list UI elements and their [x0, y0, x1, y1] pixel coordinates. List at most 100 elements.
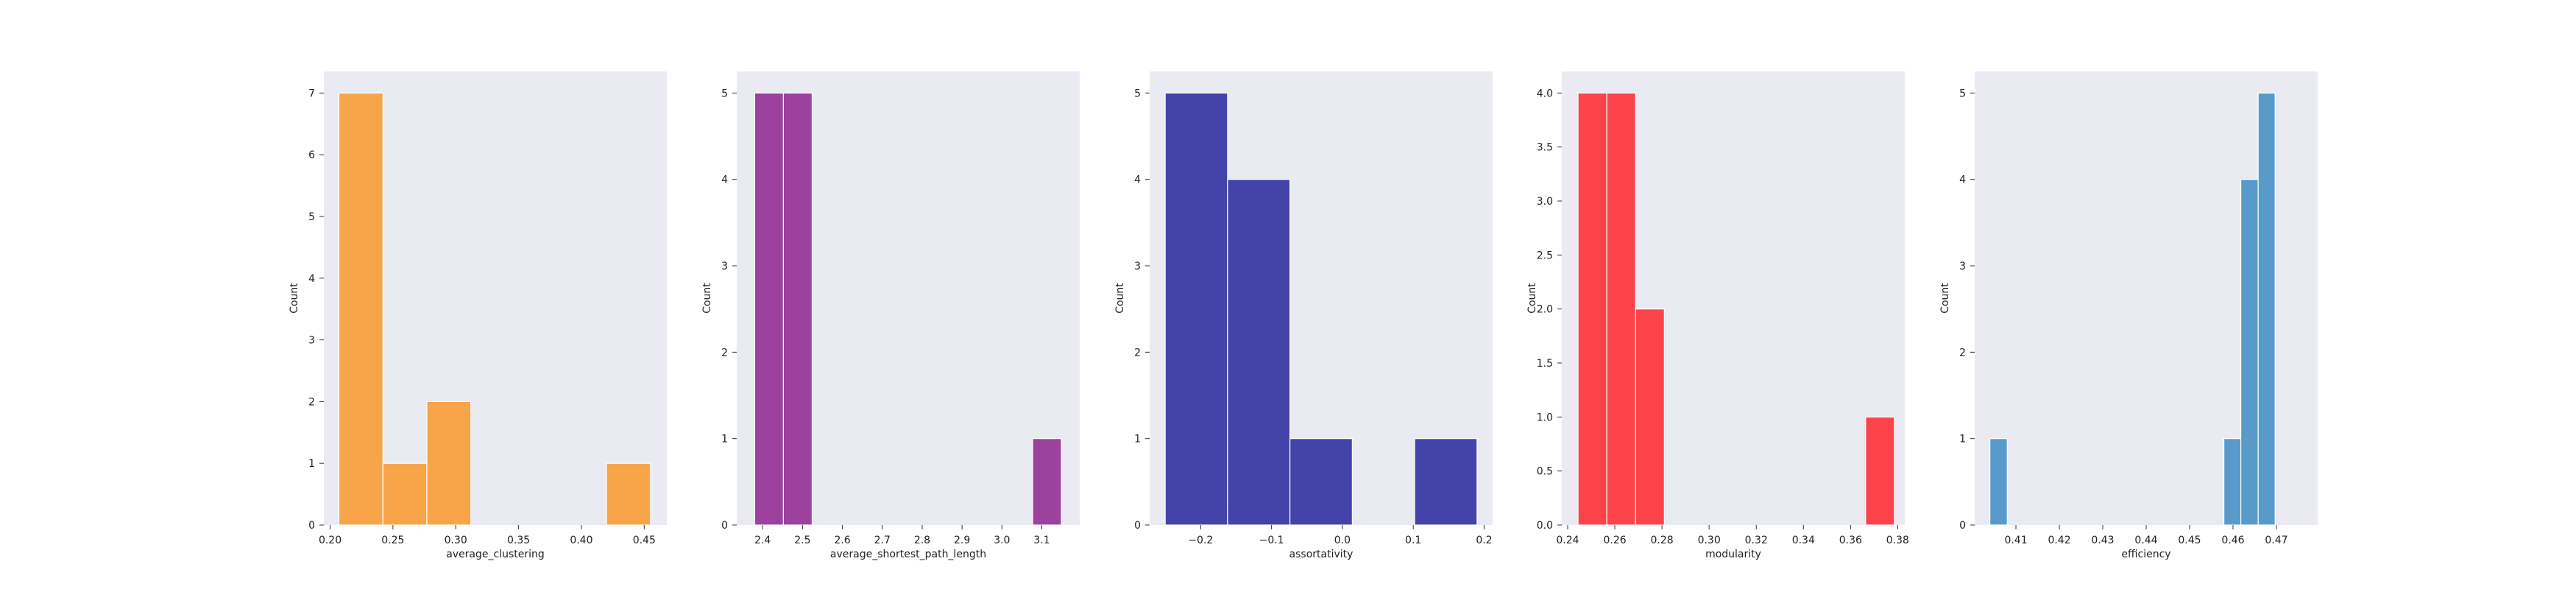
x-tick-label: 0.1 — [1405, 535, 1421, 546]
y-tick-label: 1.5 — [1537, 358, 1553, 370]
histogram-bar — [1606, 92, 1636, 526]
subplot-2: 2.4 2.5 2.6 2.7 2.8 2.9 3.0 3.1 0 1 2 3 4 5 average_sh… — [701, 71, 1080, 560]
y-axis-label: Count — [1939, 283, 1951, 314]
y-tick-label: 6 — [308, 149, 315, 161]
x-tick-label: 2.5 — [794, 535, 810, 546]
y-axis-label: Count — [1114, 283, 1126, 314]
x-axis-label: average_shortest_path_length — [830, 549, 986, 560]
y-tick-label: 0.0 — [1537, 520, 1553, 532]
x-tick-label: 0.0 — [1334, 535, 1351, 546]
histogram-bar — [1227, 179, 1291, 526]
x-tick-label: 0.44 — [2134, 535, 2157, 546]
x-tick-label: 0.2 — [1476, 535, 1492, 546]
y-tick-label: 4 — [721, 175, 728, 186]
histogram-bar — [2223, 438, 2242, 526]
x-tick-label: 2.9 — [954, 535, 970, 546]
histogram-bar — [1289, 438, 1353, 526]
y-tick-label: 5 — [1959, 88, 1966, 99]
x-tick-label: 3.1 — [1033, 535, 1050, 546]
y-tick-label: 2.5 — [1537, 250, 1553, 261]
x-axis-label: modularity — [1705, 549, 1761, 560]
y-tick-label: 4 — [308, 273, 315, 285]
y-tick-label: 1 — [1959, 434, 1966, 445]
x-tick-label: 0.28 — [1651, 535, 1674, 546]
y-tick-label: 4 — [1134, 175, 1141, 186]
x-tick-label: 0.43 — [2091, 535, 2114, 546]
subplot-5: 0.41 0.42 0.43 0.44 0.45 0.46 0.47 0 1 2 3 4 5 effici… — [1939, 71, 2318, 560]
y-tick-label: 3.0 — [1537, 196, 1553, 208]
x-tick-label: −0.1 — [1259, 535, 1284, 546]
histogram-bar — [382, 462, 428, 526]
histogram-bar — [1635, 309, 1665, 526]
x-tick-label: 0.42 — [2048, 535, 2070, 546]
y-tick-label: 0 — [1959, 520, 1966, 532]
histogram-bar — [426, 401, 472, 526]
x-tick-label: 2.8 — [914, 535, 930, 546]
y-tick-label: 0 — [721, 520, 728, 532]
x-tick-label: 0.46 — [2221, 535, 2244, 546]
x-tick-label: 0.45 — [2178, 535, 2201, 546]
x-tick-label: 0.47 — [2265, 535, 2287, 546]
y-axis-label: Count — [701, 283, 713, 314]
y-axis-label: Count — [289, 283, 300, 314]
y-tick-label: 3 — [1959, 261, 1966, 272]
histogram-bar — [1577, 92, 1607, 526]
histogram-bar — [606, 462, 651, 526]
x-axis-label: efficiency — [2121, 549, 2170, 560]
subplot-3: −0.2 −0.1 0.0 0.1 0.2 0 1 2 3 4 5 assortativity Coun… — [1114, 71, 1493, 560]
subplot-1: 0.20 0.25 0.30 0.35 0.40 0.45 0 1 2 3 4 5 6 7 average_… — [289, 71, 667, 560]
x-tick-label: 0.34 — [1792, 535, 1815, 546]
y-tick-label: 3.5 — [1537, 142, 1553, 154]
y-tick-label: 4 — [1959, 175, 1966, 186]
x-tick-label: 0.38 — [1886, 535, 1909, 546]
x-tick-label: 0.35 — [507, 535, 530, 546]
y-tick-label: 1 — [308, 458, 315, 470]
subplot-4: 0.24 0.26 0.28 0.30 0.32 0.34 0.36 0.38 0.0 0.5 1.… — [1526, 71, 1909, 560]
x-tick-label: 3.0 — [994, 535, 1010, 546]
y-tick-label: 1 — [721, 434, 728, 445]
x-tick-label: 0.24 — [1556, 535, 1579, 546]
y-tick-label: 2 — [1959, 347, 1966, 359]
y-tick-label: 2.0 — [1537, 304, 1553, 316]
y-tick-label: 3 — [721, 261, 728, 272]
x-tick-label: 0.20 — [319, 535, 342, 546]
y-tick-label: 5 — [721, 88, 728, 99]
y-tick-label: 0.5 — [1537, 466, 1553, 478]
y-tick-label: 5 — [308, 211, 315, 223]
y-tick-label: 1.0 — [1537, 412, 1553, 423]
y-tick-label: 0 — [308, 520, 315, 532]
histogram-bar — [2257, 92, 2276, 526]
x-tick-label: 0.45 — [633, 535, 656, 546]
x-tick-label: 2.4 — [754, 535, 771, 546]
y-tick-label: 2 — [1134, 347, 1141, 359]
y-tick-label: 4.0 — [1537, 88, 1553, 99]
x-tick-label: −0.2 — [1188, 535, 1213, 546]
histogram-bar — [754, 92, 784, 526]
y-tick-label: 2 — [721, 347, 728, 359]
y-tick-label: 3 — [308, 335, 315, 347]
y-tick-label: 7 — [308, 88, 315, 99]
histogram-bar — [2240, 179, 2259, 526]
histogram-bar — [338, 92, 383, 526]
x-tick-label: 0.32 — [1745, 535, 1768, 546]
x-tick-label: 0.30 — [445, 535, 467, 546]
x-tick-label: 0.36 — [1839, 535, 1862, 546]
x-tick-label: 0.26 — [1603, 535, 1626, 546]
x-axis-label: average_clustering — [446, 549, 545, 560]
histogram-bar — [782, 92, 813, 526]
x-axis-label: assortativity — [1289, 549, 1354, 560]
histogram-bar — [1164, 92, 1228, 526]
histogram-bar — [1032, 438, 1062, 526]
histogram-bar — [1989, 438, 2008, 526]
x-tick-label: 0.30 — [1698, 535, 1721, 546]
y-tick-label: 2 — [308, 396, 315, 408]
histogram-bar — [1414, 438, 1478, 526]
y-tick-label: 3 — [1134, 261, 1141, 272]
x-tick-label: 0.41 — [2004, 535, 2027, 546]
x-tick-label: 0.25 — [381, 535, 404, 546]
x-tick-label: 2.6 — [834, 535, 850, 546]
y-tick-label: 0 — [1134, 520, 1141, 532]
x-tick-label: 2.7 — [874, 535, 891, 546]
